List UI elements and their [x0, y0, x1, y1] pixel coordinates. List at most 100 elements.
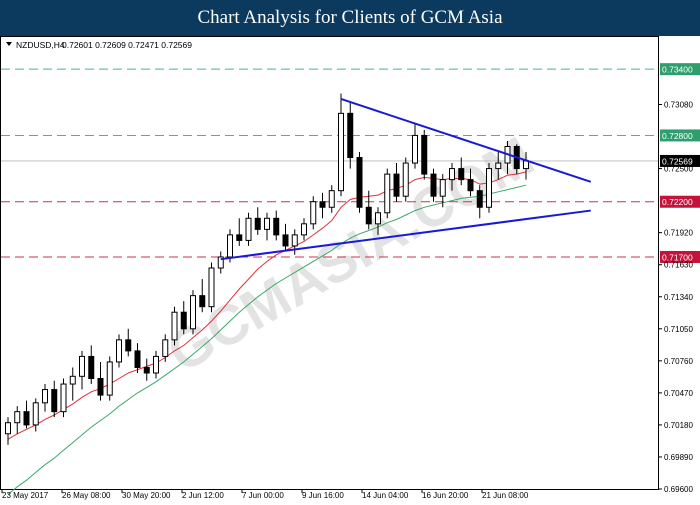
candle-bullish [116, 339, 122, 363]
current-price-box [660, 154, 700, 167]
x-tick-label: 2 Jun 12:00 [182, 491, 224, 500]
candle-bearish [393, 173, 400, 197]
candle-bearish [199, 295, 206, 308]
candle-bullish [384, 173, 391, 214]
moving-average-red [7, 171, 527, 440]
candle-bullish [449, 168, 455, 181]
level-label-box [660, 63, 700, 76]
y-tick-label: 0.69890 [664, 453, 693, 462]
candle-bullish [439, 179, 446, 197]
candle-bullish [162, 339, 169, 357]
price-chart: GCMASIA.COM 0.734000.728000.722000.71700… [0, 36, 700, 500]
y-tick-label: 0.70470 [664, 389, 693, 398]
level-label-box [660, 250, 700, 263]
x-axis: 23 May 2017 26 May 08:00 30 May 20:00 2 Jun… [1, 489, 529, 500]
candle-bullish [32, 402, 39, 426]
x-tick-label: 9 Jun 16:00 [302, 491, 344, 500]
candle-bearish [236, 234, 243, 241]
candle-bullish [264, 217, 270, 230]
candle-bullish [301, 223, 307, 236]
x-tick-label: 23 May 2017 [2, 491, 49, 500]
candle-bullish [486, 168, 492, 208]
candle-bullish [523, 160, 529, 170]
candle-bearish [88, 355, 95, 380]
page-title: Chart Analysis for Clients of GCM Asia [197, 7, 503, 28]
candle-bearish [134, 350, 141, 368]
y-tick-label: 0.71920 [664, 229, 693, 238]
x-tick-label: 7 Jun 00:00 [242, 491, 284, 500]
chevron-down-icon[interactable] [6, 42, 12, 46]
candle-bearish [51, 389, 58, 413]
candle-bearish [356, 157, 363, 208]
candle-bullish [153, 355, 159, 374]
candle-bullish [291, 234, 298, 247]
candle-bearish [421, 134, 428, 175]
support-trendline [220, 209, 591, 261]
candle-bullish [79, 355, 85, 377]
y-tick-label: 0.71630 [664, 261, 693, 270]
candle-bullish [171, 311, 178, 341]
candle-bullish [310, 201, 317, 225]
current-price-label: 0.72569 [662, 156, 693, 166]
y-tick-label: 0.71050 [664, 325, 693, 334]
candle-bearish [319, 201, 326, 208]
moving-average-green [7, 184, 527, 495]
level-label: 0.72200 [662, 197, 693, 207]
y-tick-label: 0.69600 [664, 485, 693, 494]
moving-averages [7, 171, 527, 495]
candle-bearish [125, 339, 132, 352]
candle-bearish [273, 217, 280, 236]
level-label: 0.71700 [662, 252, 693, 262]
candle-bullish [402, 162, 409, 197]
y-axis: 0.73080 0.72500 0.71920 0.71630 0.71340 0.710… [658, 101, 693, 494]
y-tick-label: 0.73080 [664, 101, 693, 110]
candle-bearish [347, 112, 354, 159]
candle-bearish [282, 234, 289, 247]
x-tick-label: 16 Jun 20:00 [422, 491, 469, 500]
candle-bullish [208, 267, 215, 308]
level-label-box [660, 195, 700, 208]
candle-bearish [180, 311, 187, 330]
candle-bullish [375, 212, 381, 225]
candle-bullish [412, 134, 418, 164]
ohlc-readout: 0.72601 0.72609 0.72471 0.72569 [62, 40, 192, 50]
candle-bearish [23, 411, 30, 426]
candle-bearish [458, 168, 465, 181]
x-tick-label: 21 Jun 08:00 [482, 491, 529, 500]
candle-bullish [14, 411, 21, 424]
candle-bullish [245, 217, 252, 241]
y-tick-label: 0.70180 [664, 421, 693, 430]
candle-bullish [217, 256, 224, 269]
candle-bearish [430, 173, 437, 197]
chart-header: NZDUSD,H4 0.72601 0.72609 0.72471 0.7256… [6, 40, 192, 50]
candle-bullish [338, 112, 344, 192]
candle-bearish [254, 217, 261, 230]
candle-bearish [365, 206, 372, 225]
candle-bullish [60, 383, 67, 413]
candle-bearish [97, 378, 104, 396]
x-tick-label: 30 May 20:00 [122, 491, 171, 500]
candle-bullish [5, 422, 11, 435]
candle-bullish [42, 389, 48, 404]
candle-bullish [328, 190, 335, 208]
candle-bullish [69, 375, 76, 385]
candle-bearish [467, 179, 474, 192]
level-label: 0.72800 [662, 131, 693, 141]
candle-bearish [143, 366, 150, 374]
instrument-label: NZDUSD,H4 [16, 40, 65, 50]
y-tick-label: 0.70760 [664, 357, 693, 366]
candle-bullish [227, 234, 233, 258]
y-tick-label: 0.72500 [664, 165, 693, 174]
resistance-trendline [340, 98, 592, 183]
candle-bullish [495, 162, 502, 170]
chart-container: GCMASIA.COM 0.73400 0.72800 0.72200 0.71700… [0, 36, 700, 500]
x-tick-label: 26 May 08:00 [62, 491, 111, 500]
candle-bullish [190, 295, 196, 330]
y-tick-label: 0.71340 [664, 293, 693, 302]
x-tick-label: 14 Jun 04:00 [362, 491, 409, 500]
level-label: 0.73400 [662, 65, 693, 75]
level-label-box [660, 129, 700, 142]
trendlines [220, 98, 592, 261]
page-title-banner: Chart Analysis for Clients of GCM Asia [0, 0, 700, 36]
candle-bearish [476, 190, 483, 208]
